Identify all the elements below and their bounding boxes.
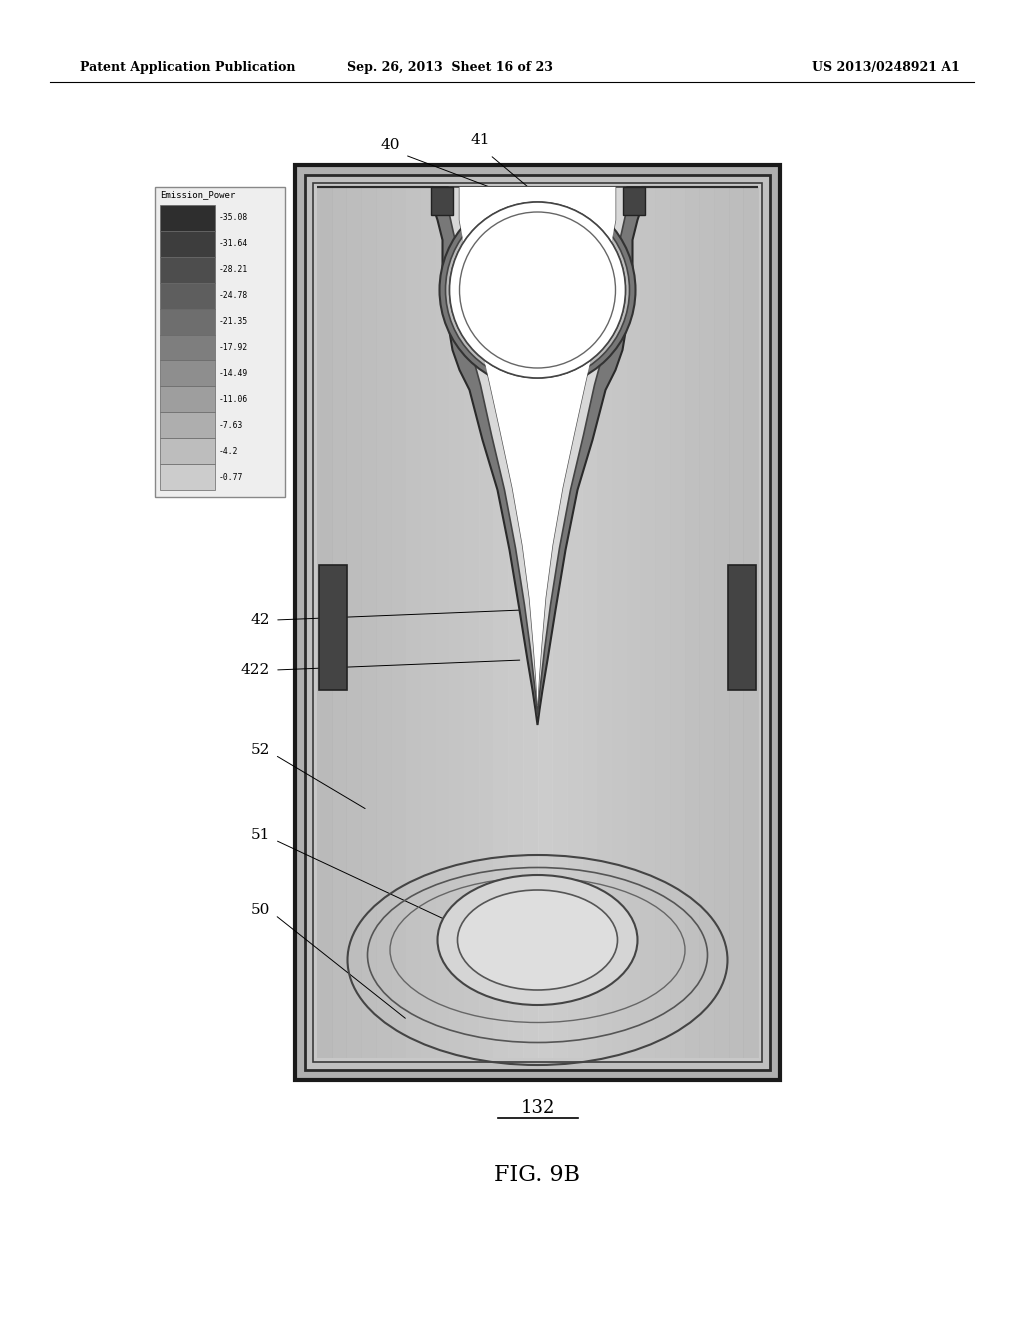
Bar: [317, 187, 758, 1059]
Polygon shape: [460, 187, 615, 705]
Bar: [552, 187, 568, 1059]
Text: FIG. 9B: FIG. 9B: [495, 1164, 581, 1185]
Bar: [450, 187, 465, 1059]
Ellipse shape: [458, 890, 617, 990]
Bar: [160, 465, 215, 490]
Bar: [346, 187, 362, 1059]
Bar: [420, 187, 435, 1059]
Text: -31.64: -31.64: [219, 239, 248, 248]
Polygon shape: [450, 187, 626, 715]
Text: 422: 422: [241, 663, 270, 677]
Bar: [160, 205, 215, 231]
Text: -35.08: -35.08: [219, 214, 248, 223]
Bar: [160, 282, 215, 309]
Text: -0.77: -0.77: [219, 473, 244, 482]
Bar: [714, 187, 729, 1059]
Bar: [390, 187, 407, 1059]
Text: 50: 50: [251, 903, 270, 917]
Bar: [464, 187, 479, 1059]
Text: Emission_Power: Emission_Power: [160, 190, 236, 199]
Bar: [313, 183, 762, 1063]
Text: -17.92: -17.92: [219, 343, 248, 352]
Bar: [684, 187, 700, 1059]
Bar: [728, 565, 756, 690]
Text: -28.21: -28.21: [219, 265, 248, 275]
Bar: [160, 231, 215, 257]
Bar: [160, 438, 215, 465]
Circle shape: [450, 202, 626, 378]
Text: -11.06: -11.06: [219, 395, 248, 404]
Bar: [640, 187, 656, 1059]
Bar: [523, 187, 539, 1059]
Bar: [478, 187, 495, 1059]
Text: 42: 42: [251, 612, 270, 627]
Bar: [160, 334, 215, 360]
Bar: [743, 187, 759, 1059]
Bar: [567, 187, 583, 1059]
Bar: [699, 187, 715, 1059]
Bar: [160, 360, 215, 387]
Circle shape: [439, 191, 636, 388]
Text: Patent Application Publication: Patent Application Publication: [80, 62, 296, 74]
Circle shape: [445, 198, 630, 381]
Bar: [655, 187, 671, 1059]
Bar: [434, 187, 451, 1059]
Bar: [538, 187, 553, 1059]
Text: -4.2: -4.2: [219, 446, 239, 455]
Bar: [160, 387, 215, 412]
Bar: [406, 187, 421, 1059]
Bar: [596, 187, 612, 1059]
Bar: [155, 187, 285, 498]
Bar: [626, 187, 641, 1059]
Bar: [670, 187, 685, 1059]
Bar: [582, 187, 597, 1059]
Bar: [508, 187, 524, 1059]
Bar: [160, 257, 215, 282]
Bar: [623, 187, 644, 215]
Text: 132: 132: [520, 1100, 555, 1117]
Text: 52: 52: [251, 743, 270, 756]
Bar: [295, 165, 780, 1080]
Text: Sep. 26, 2013  Sheet 16 of 23: Sep. 26, 2013 Sheet 16 of 23: [347, 62, 553, 74]
Ellipse shape: [437, 875, 638, 1005]
Bar: [376, 187, 391, 1059]
Bar: [361, 187, 377, 1059]
Bar: [430, 187, 453, 215]
Bar: [611, 187, 627, 1059]
Polygon shape: [460, 187, 615, 705]
Bar: [160, 412, 215, 438]
Text: 51: 51: [251, 828, 270, 842]
Bar: [494, 187, 509, 1059]
Text: -24.78: -24.78: [219, 292, 248, 300]
Text: -21.35: -21.35: [219, 317, 248, 326]
Bar: [317, 187, 333, 1059]
Text: 41: 41: [470, 133, 489, 147]
Polygon shape: [317, 187, 758, 725]
Bar: [332, 187, 347, 1059]
Circle shape: [450, 202, 626, 378]
Text: 40: 40: [380, 139, 399, 152]
Text: US 2013/0248921 A1: US 2013/0248921 A1: [812, 62, 961, 74]
Bar: [319, 565, 347, 690]
Bar: [160, 309, 215, 334]
Bar: [305, 176, 770, 1071]
Text: -14.49: -14.49: [219, 368, 248, 378]
Text: -7.63: -7.63: [219, 421, 244, 430]
Bar: [729, 187, 744, 1059]
